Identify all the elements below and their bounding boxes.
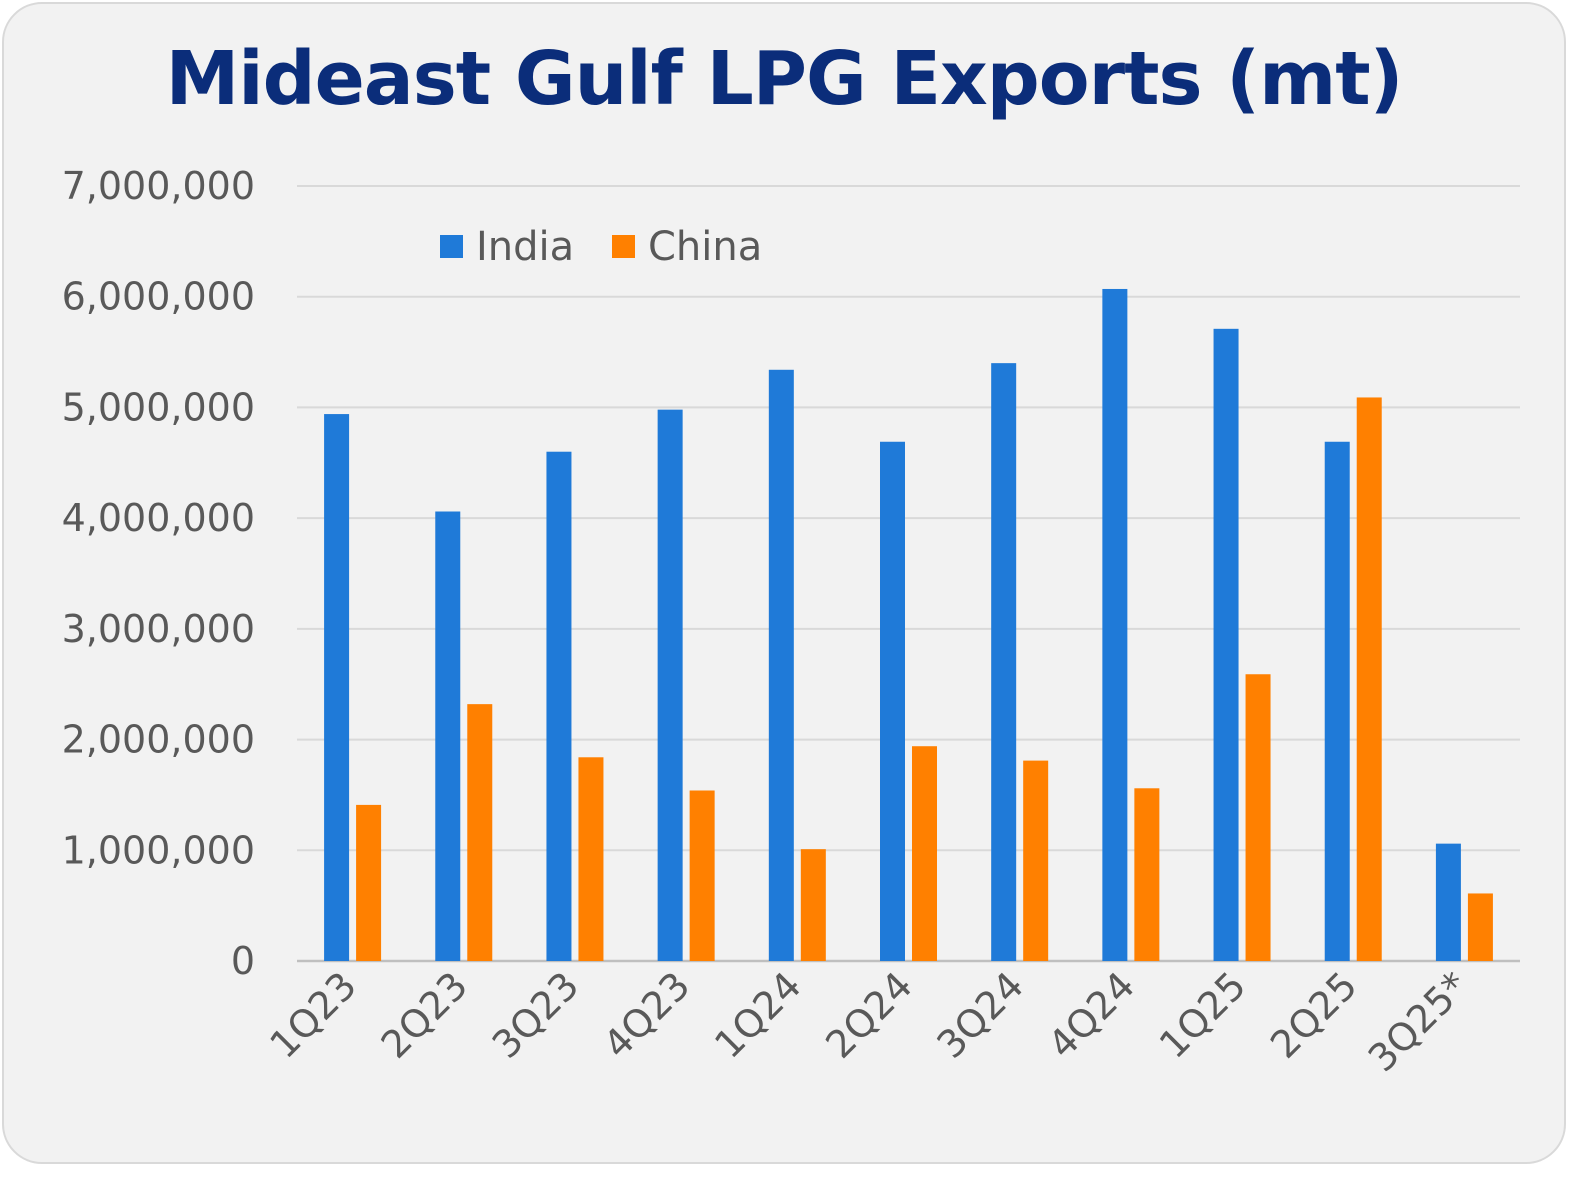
bar-china-1q23 [356,804,382,961]
bar-china-1q24 [800,849,826,961]
bar-china-4q23 [689,790,715,961]
y-axis-tick-labels: 0 1,000,000 2,000,000 3,000,000 4,000,000 5,0… [62,164,255,983]
x-tick-label: 1Q24 [706,963,810,1067]
x-tick-label: 3Q24 [928,963,1032,1067]
bar-india-3q24 [991,363,1017,962]
x-tick-label: 2Q24 [817,963,921,1067]
bar-india-2q24 [880,441,905,961]
x-tick-label: 1Q25 [1151,963,1255,1067]
y-tick-label: 1,000,000 [62,828,255,872]
y-tick-label: 5,000,000 [62,385,255,429]
bar-china-1q25 [1245,674,1271,961]
x-tick-label: 3Q23 [484,963,588,1067]
x-tick-label: 2Q25 [1262,963,1366,1067]
legend-swatch-china [612,235,635,258]
bar-india-3q23 [546,451,572,961]
x-tick-label: 1Q23 [261,963,365,1067]
bar-china-4q24 [1134,788,1160,961]
x-tick-label: 4Q23 [595,963,699,1067]
legend-swatch-india [440,235,463,258]
bar-india-1q23 [324,414,350,962]
y-tick-label: 4,000,000 [62,496,255,540]
chart-title: Mideast Gulf LPG Exports (mt) [165,36,1404,122]
bar-india-2q23 [435,511,461,961]
bar-china-3q25star [1467,893,1493,961]
bar-india-2q25 [1324,441,1350,961]
gridlines [297,185,1520,963]
bar-india-3q25star [1435,843,1461,961]
y-tick-label: 7,000,000 [62,164,255,208]
bar-china-2q25 [1356,397,1382,961]
x-tick-label: 2Q23 [373,963,477,1067]
bar-china-3q24 [1023,760,1049,961]
x-tick-label: 4Q24 [1040,963,1144,1067]
bar-india-1q24 [768,369,794,961]
x-axis-tick-labels: 1Q23 2Q23 3Q23 4Q23 1Q24 2Q24 3Q24 4Q24 1Q25 2Q25… [261,963,1476,1080]
legend-label-india: India [476,224,574,270]
bars [324,288,1493,962]
bar-india-1q25 [1213,328,1239,962]
y-tick-label: 6,000,000 [62,275,255,319]
bar-india-4q23 [657,409,683,962]
y-tick-label: 2,000,000 [62,718,255,762]
bar-china-3q23 [578,757,604,961]
legend: India China [440,224,762,270]
bar-china-2q23 [467,704,493,961]
legend-label-china: China [648,224,762,270]
bar-india-4q24 [1102,288,1128,961]
y-tick-label: 3,000,000 [62,607,255,651]
y-tick-label: 0 [231,939,255,983]
x-tick-label: 3Q25* [1360,963,1477,1080]
bar-china-2q24 [912,746,937,961]
